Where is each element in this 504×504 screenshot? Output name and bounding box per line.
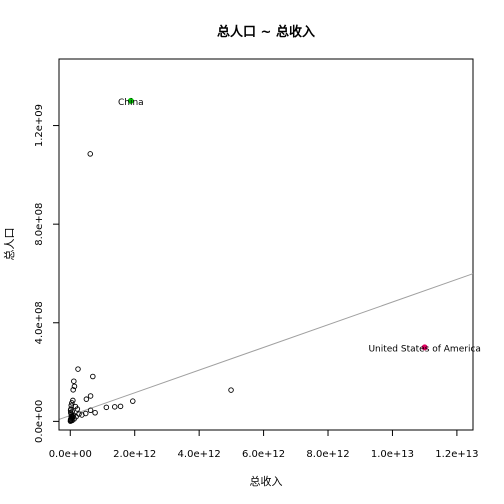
x-tick-label: 4.0e+12 bbox=[178, 449, 221, 460]
data-point bbox=[112, 405, 117, 410]
x-axis-label: 总收入 bbox=[250, 474, 283, 488]
data-point bbox=[229, 388, 234, 393]
highlight-label: China bbox=[118, 98, 144, 108]
data-point bbox=[88, 152, 93, 157]
data-point bbox=[76, 367, 81, 372]
x-tick-label: 6.0e+12 bbox=[242, 449, 285, 460]
points-layer bbox=[68, 152, 233, 424]
plot-box bbox=[59, 59, 473, 430]
data-point bbox=[88, 394, 93, 399]
y-tick-label: 0.0e+00 bbox=[34, 400, 45, 443]
y-tick-label: 8.0e+08 bbox=[34, 203, 45, 246]
y-tick-label: 4.0e+08 bbox=[34, 301, 45, 344]
y-axis-label: 总人口 bbox=[2, 228, 16, 261]
x-tick-label: 8.0e+12 bbox=[306, 449, 349, 460]
data-point bbox=[84, 397, 89, 402]
y-tick-label: 1.2e+09 bbox=[34, 104, 45, 147]
x-tick-label: 1.2e+13 bbox=[435, 449, 478, 460]
highlight-layer: China United States of America bbox=[118, 98, 481, 355]
highlight-label: United States of America bbox=[368, 344, 480, 354]
x-tick-label: 1.0e+13 bbox=[371, 449, 414, 460]
chart-title: 总人口 ~ 总收入 bbox=[217, 24, 315, 40]
data-point bbox=[72, 379, 77, 384]
data-point bbox=[118, 404, 123, 409]
data-point bbox=[93, 410, 98, 415]
data-point bbox=[104, 405, 109, 410]
data-point bbox=[130, 399, 135, 404]
data-point bbox=[91, 374, 96, 379]
x-tick-label: 0.0e+00 bbox=[49, 449, 92, 460]
x-tick-label: 2.0e+12 bbox=[113, 449, 156, 460]
y-axis: 0.0e+00 4.0e+08 8.0e+08 1.2e+09 bbox=[34, 104, 59, 443]
x-axis: 0.0e+00 2.0e+12 4.0e+12 6.0e+12 8.0e+12 1.0e+… bbox=[49, 430, 479, 460]
